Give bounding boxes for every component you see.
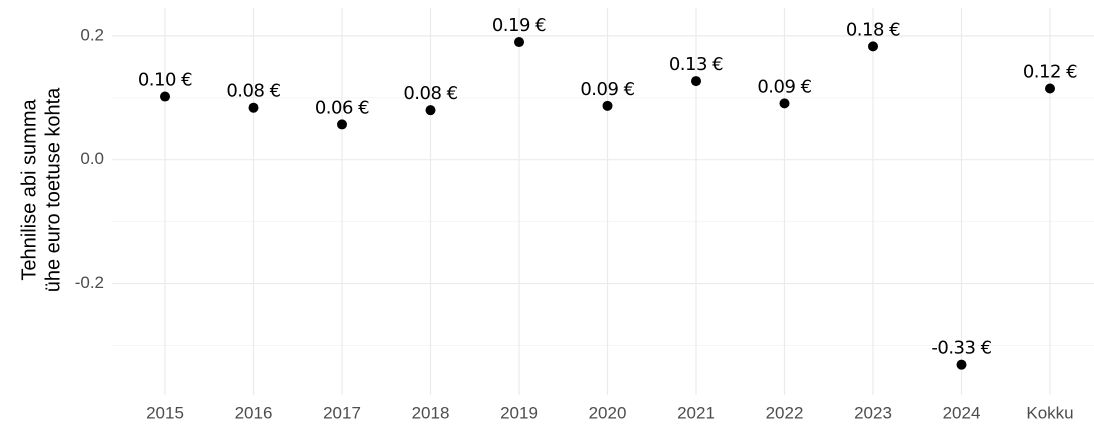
y-axis-title: Tehnilise abi summa xyxy=(18,99,40,281)
value-label: 0.10 € xyxy=(138,70,192,91)
y-axis-title: ühe euro toetuse kohta xyxy=(42,87,64,292)
value-label: 0.19 € xyxy=(492,15,546,36)
marks: 0.10 € 0.08 € 0.06 € 0.08 € 0.19 € 0.09 € 0.13… xyxy=(138,15,1078,370)
point xyxy=(514,37,524,48)
y-tick-label: 0.2 xyxy=(80,25,104,44)
value-label: 0.08 € xyxy=(403,83,457,104)
value-label: 0.18 € xyxy=(846,19,900,40)
x-tick-label: 2017 xyxy=(323,403,361,422)
point xyxy=(602,100,613,111)
x-tick-label: 2023 xyxy=(854,403,892,422)
point xyxy=(1045,83,1055,94)
value-label: 0.09 € xyxy=(757,76,811,97)
point xyxy=(160,91,170,102)
point xyxy=(248,102,259,113)
x-tick-label: 2019 xyxy=(500,403,538,422)
value-label: 0.08 € xyxy=(226,81,280,102)
point xyxy=(868,41,878,52)
x-tick-label: 2015 xyxy=(146,403,184,422)
point xyxy=(337,119,347,130)
y-tick-label: 0.0 xyxy=(80,149,104,168)
x-tick-label: 2016 xyxy=(235,403,273,422)
point xyxy=(425,105,436,116)
value-label: 0.06 € xyxy=(315,97,369,118)
value-label: 0.13 € xyxy=(669,54,723,75)
value-label: 0.09 € xyxy=(580,79,634,100)
point xyxy=(691,76,701,87)
value-label: 0.12 € xyxy=(1023,61,1077,82)
point xyxy=(956,359,967,370)
x-tick-label: 2018 xyxy=(412,403,450,422)
x-tick-label: 2022 xyxy=(766,403,804,422)
x-tick-label: Kokku xyxy=(1026,403,1073,422)
value-label: -0.33 € xyxy=(931,338,991,359)
x-tick-label: 2024 xyxy=(943,403,981,422)
point xyxy=(779,98,790,109)
x-tick-label: 2021 xyxy=(677,403,715,422)
y-tick-label: -0.2 xyxy=(75,273,104,292)
x-tick-label: 2020 xyxy=(589,403,627,422)
grid xyxy=(112,8,1094,395)
